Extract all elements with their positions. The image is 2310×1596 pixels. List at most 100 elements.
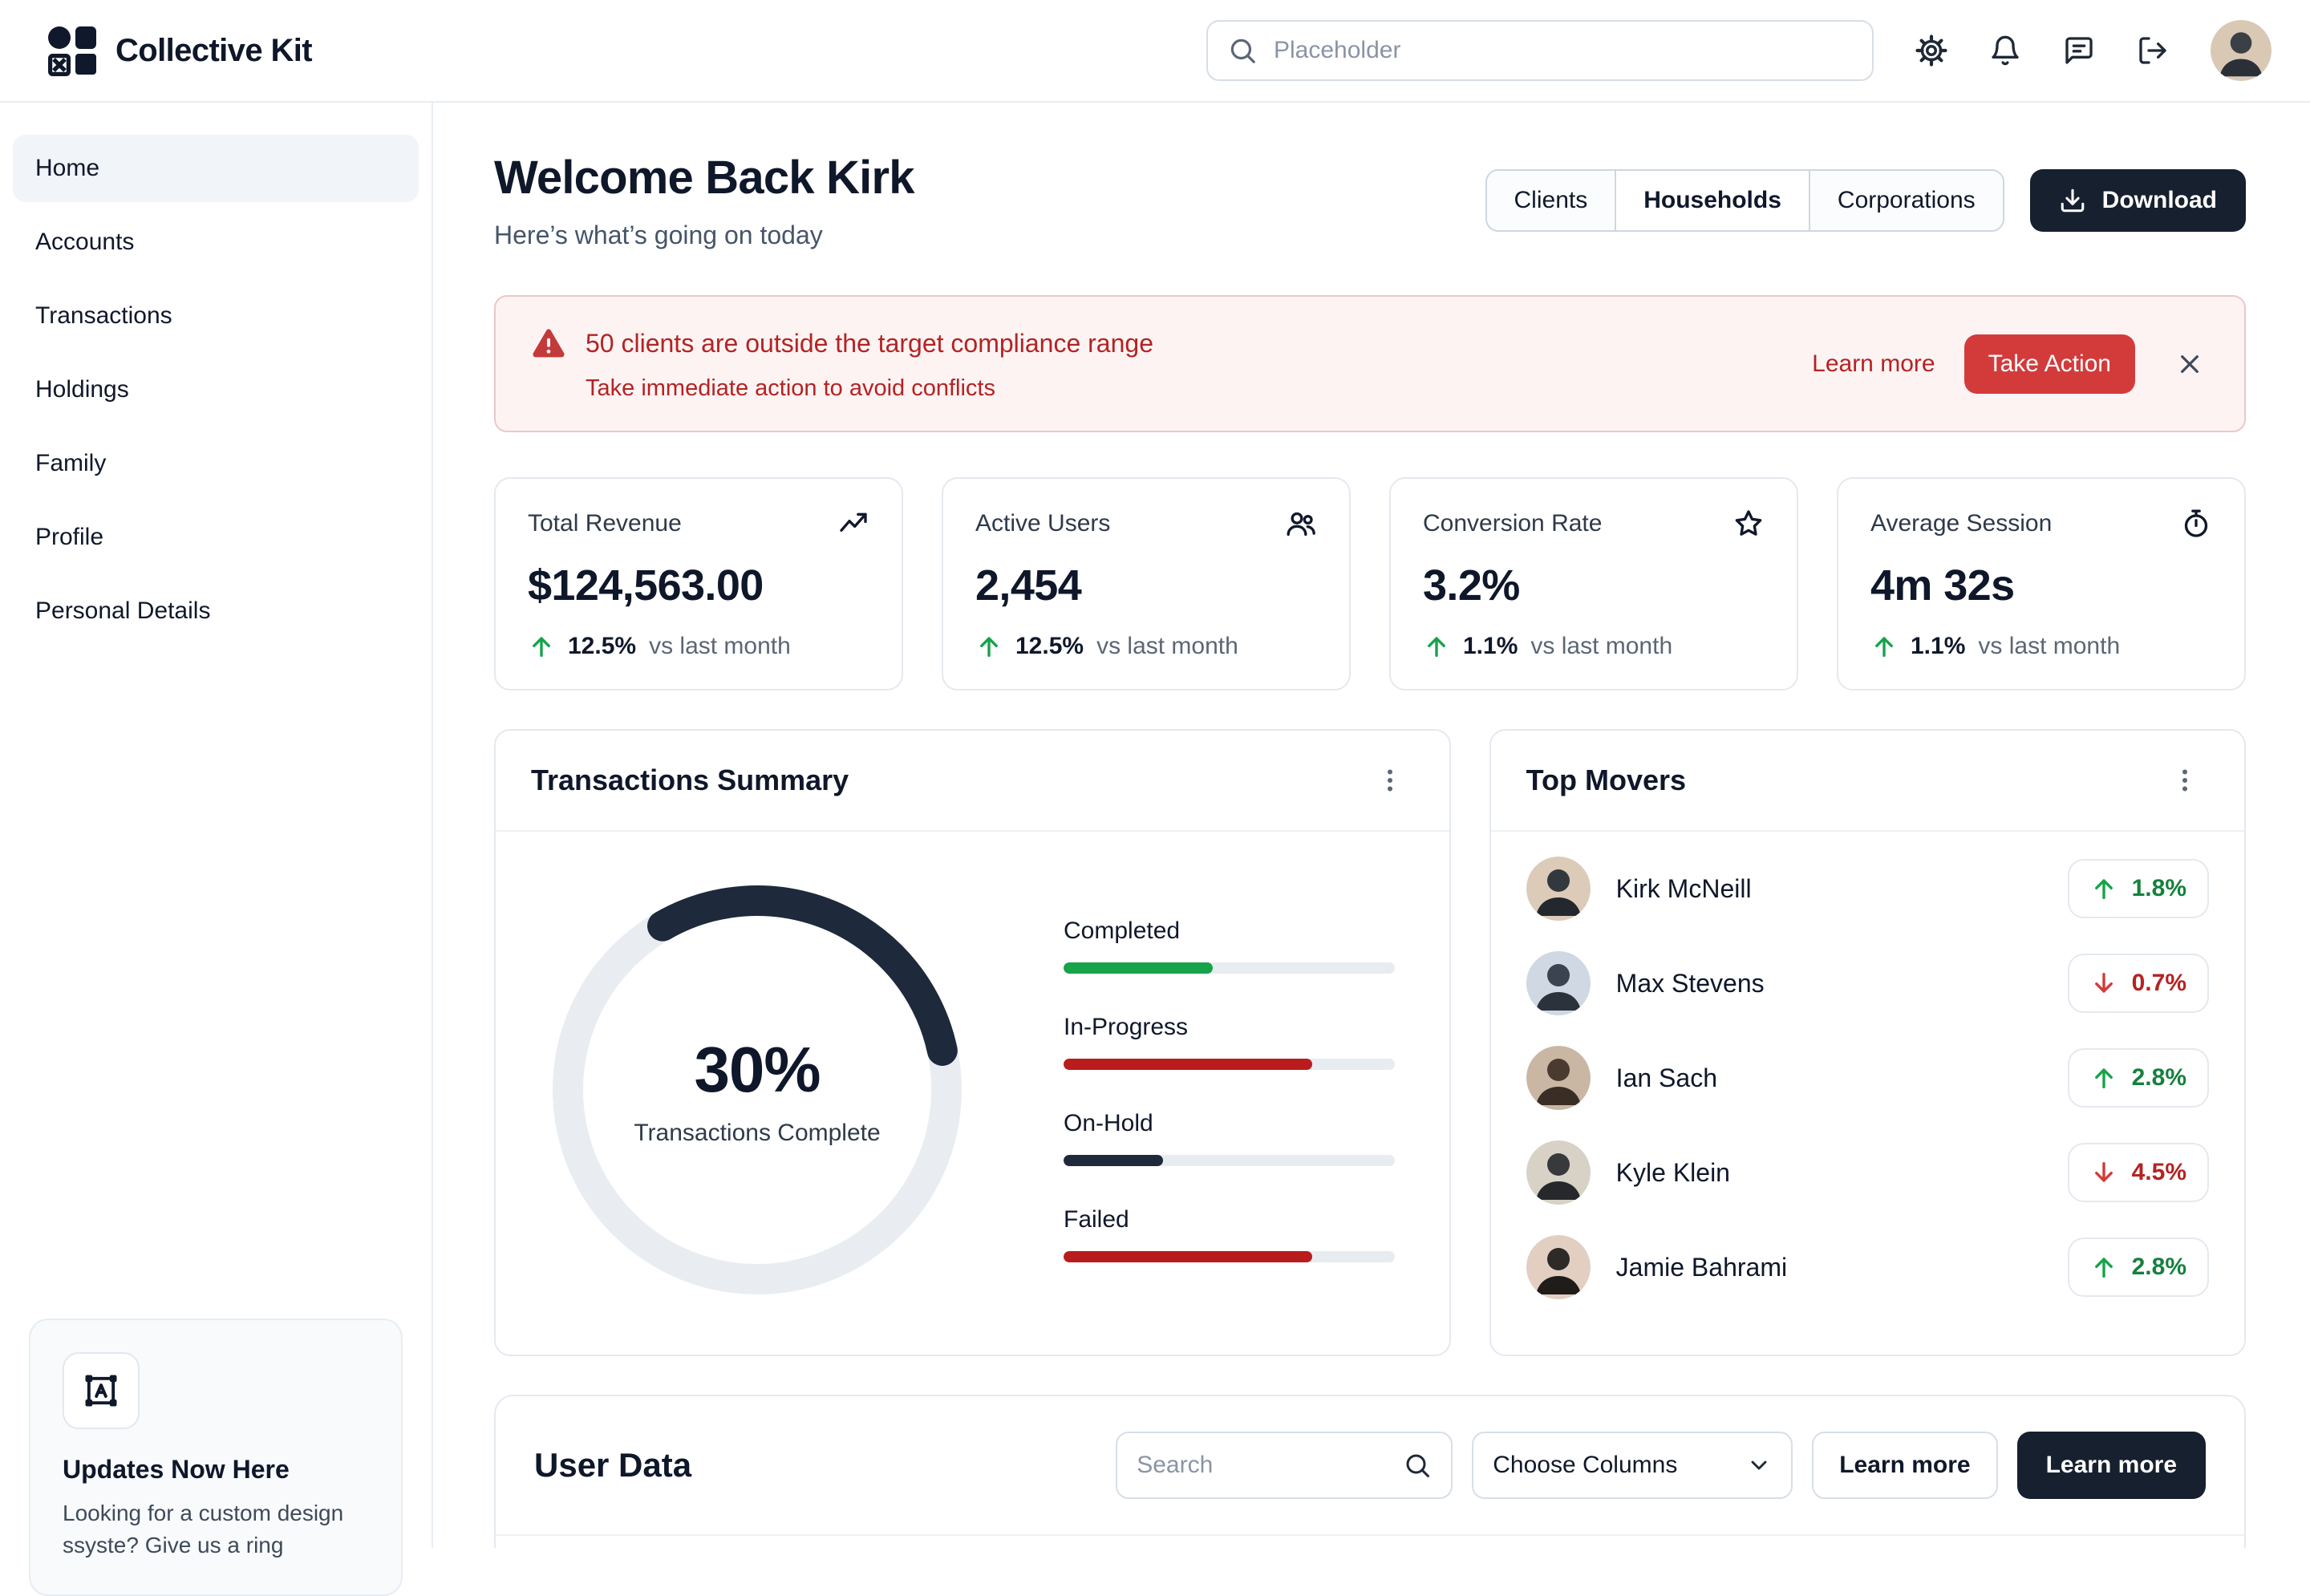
header-actions — [1903, 20, 2272, 81]
download-button[interactable]: Download — [2029, 169, 2246, 232]
promo-body: Looking for a custom design ssyste? Give… — [63, 1500, 344, 1558]
stat-card: Conversion Rate 3.2% 1.1% vs last month — [1389, 477, 1798, 691]
brand-name: Collective Kit — [116, 32, 313, 68]
legend-item: Failed — [1064, 1206, 1395, 1262]
mover-name: Kyle Klein — [1615, 1157, 1730, 1187]
download-label: Download — [2101, 187, 2217, 213]
sidebar-item-family[interactable]: Family — [35, 450, 107, 476]
sidebar-item-profile[interactable]: Profile — [35, 524, 104, 550]
learn-more-primary-button[interactable]: Learn more — [2016, 1432, 2206, 1499]
design-frame-icon — [63, 1351, 140, 1429]
user-avatar[interactable] — [2211, 20, 2272, 81]
choose-columns-label: Choose Columns — [1493, 1452, 1678, 1478]
sidebar-item-home[interactable]: Home — [13, 135, 419, 202]
arrow-up-icon — [2090, 1254, 2118, 1281]
chevron-down-icon — [1746, 1452, 1772, 1478]
legend-label: On-Hold — [1064, 1110, 1153, 1136]
entity-segmented-control: Clients Households Corporations — [1485, 169, 2004, 232]
notifications-button[interactable] — [1976, 22, 2034, 79]
status-legend: Completed In-Progress On-Hold Faile — [1064, 917, 1395, 1262]
mover-change-badge: 2.8% — [2067, 1238, 2209, 1297]
page-title: Welcome Back Kirk — [494, 152, 915, 204]
sidebar: Home Accounts Transactions Holdings Fami… — [0, 103, 433, 1596]
mover-change-value: 2.8% — [2131, 1064, 2186, 1091]
mover-name: Kirk McNeill — [1615, 873, 1752, 903]
mover-change-value: 1.8% — [2131, 875, 2186, 901]
global-search-input[interactable] — [1274, 37, 1853, 64]
chat-icon — [2063, 34, 2095, 67]
legend-item: In-Progress — [1064, 1014, 1395, 1070]
stat-delta-value: 1.1% — [1463, 633, 1518, 659]
bell-icon — [1989, 34, 2021, 67]
top-movers-panel: Top Movers Kirk McNeill 1 — [1489, 729, 2246, 1356]
panel-title: Top Movers — [1526, 764, 1687, 796]
donut-chart: 30% Transactions Complete — [541, 873, 974, 1306]
mover-change-value: 2.8% — [2131, 1254, 2186, 1280]
legend-label: Failed — [1064, 1206, 1129, 1233]
mover-name: Ian Sach — [1615, 1063, 1717, 1092]
donut-caption: Transactions Complete — [634, 1120, 881, 1146]
avatar — [1526, 857, 1591, 921]
mover-change-badge: 0.7% — [2067, 954, 2209, 1013]
transactions-summary-menu-button[interactable] — [1366, 756, 1414, 804]
brand[interactable]: Collective Kit — [45, 23, 313, 78]
stat-delta-suffix: vs last month — [1978, 633, 2121, 659]
stat-card: Average Session 4m 32s 1.1% vs last mont… — [1837, 477, 2246, 691]
arrow-down-icon — [2090, 970, 2118, 997]
star-icon — [1732, 508, 1765, 540]
alert-close-button[interactable] — [2167, 342, 2212, 387]
messages-button[interactable] — [2050, 22, 2108, 79]
download-icon — [2059, 187, 2086, 214]
stat-value: 3.2% — [1423, 561, 1520, 610]
page-head: Welcome Back Kirk Here’s what’s going on… — [494, 151, 2246, 250]
mover-change-value: 0.7% — [2131, 970, 2186, 996]
mover-row[interactable]: Kirk McNeill 1.8% — [1526, 841, 2209, 936]
app-header: Collective Kit — [0, 0, 2310, 103]
legend-item: On-Hold — [1064, 1110, 1395, 1166]
panel-title: Transactions Summary — [531, 764, 849, 796]
stat-delta-suffix: vs last month — [649, 633, 791, 659]
segment-button[interactable]: Households — [1616, 171, 1810, 230]
mover-row[interactable]: Kyle Klein 4.5% — [1526, 1125, 2209, 1220]
top-movers-menu-button[interactable] — [2161, 756, 2209, 804]
sidebar-item-personal-details[interactable]: Personal Details — [35, 597, 211, 624]
choose-columns-dropdown[interactable]: Choose Columns — [1472, 1432, 1793, 1499]
user-data-panel: User Data Choose Columns Learn more Lear… — [494, 1395, 2246, 1548]
mover-row[interactable]: Max Stevens 0.7% — [1526, 936, 2209, 1031]
legend-label: Completed — [1064, 917, 1181, 944]
segment-button[interactable]: Corporations — [1810, 171, 2003, 230]
table-search[interactable] — [1116, 1432, 1453, 1499]
learn-more-secondary-button[interactable]: Learn more — [1812, 1432, 1998, 1499]
stat-delta-suffix: vs last month — [1096, 633, 1238, 659]
segment-button[interactable]: Clients — [1486, 171, 1617, 230]
stat-card: Total Revenue $124,563.00 12.5% vs last … — [494, 477, 903, 691]
logout-button[interactable] — [2124, 22, 2182, 79]
mover-change-badge: 4.5% — [2067, 1143, 2209, 1202]
table-search-input[interactable] — [1137, 1452, 1391, 1479]
donut-percent: 30% — [694, 1034, 821, 1105]
alert-learn-more-link[interactable]: Learn more — [1796, 338, 1951, 391]
avatar — [1526, 1140, 1591, 1205]
mover-row[interactable]: Jamie Bahrami 2.8% — [1526, 1220, 2209, 1314]
sidebar-item-accounts[interactable]: Accounts — [35, 229, 135, 255]
transactions-summary-panel: Transactions Summary 30% — [494, 729, 1451, 1356]
global-search[interactable] — [1206, 20, 1874, 81]
legend-bar-fill — [1064, 1059, 1312, 1070]
arrow-up-icon — [1870, 633, 1898, 660]
stat-label: Total Revenue — [528, 510, 682, 537]
settings-button[interactable] — [1903, 22, 1960, 79]
legend-label: In-Progress — [1064, 1014, 1189, 1040]
arrow-down-icon — [2090, 1159, 2118, 1186]
mover-row[interactable]: Ian Sach 2.8% — [1526, 1031, 2209, 1125]
kebab-icon — [1376, 766, 1404, 795]
stat-delta-value: 1.1% — [1911, 633, 1966, 659]
arrow-up-icon — [1423, 633, 1450, 660]
alert-title: 50 clients are outside the target compli… — [586, 328, 1153, 358]
arrow-up-icon — [2090, 1064, 2118, 1092]
sidebar-item-transactions[interactable]: Transactions — [35, 302, 172, 329]
alert-take-action-button[interactable]: Take Action — [1964, 334, 2135, 394]
stat-label: Conversion Rate — [1423, 510, 1603, 537]
sidebar-item-holdings[interactable]: Holdings — [35, 376, 129, 403]
arrow-up-icon — [975, 633, 1003, 660]
promo-title: Updates Now Here — [63, 1454, 290, 1484]
